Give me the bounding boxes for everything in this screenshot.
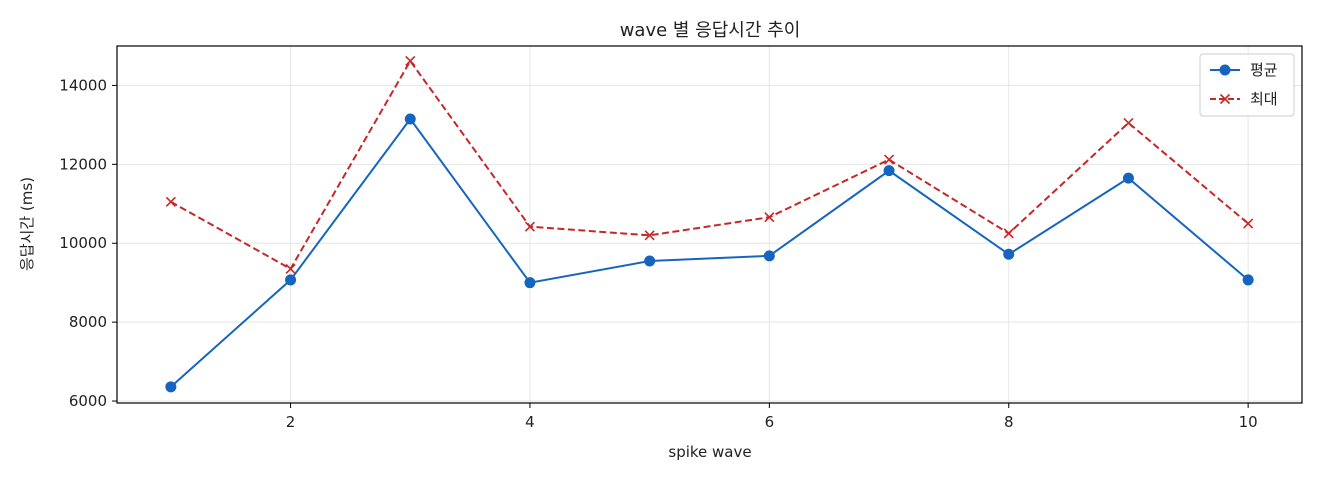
y-tick-label: 6000 bbox=[69, 392, 107, 410]
y-tick-label: 12000 bbox=[59, 155, 107, 173]
y-tick-label: 8000 bbox=[69, 313, 107, 331]
data-point bbox=[1003, 228, 1014, 239]
x-tick-label: 4 bbox=[525, 413, 535, 431]
y-axis-label: 응답시간 (ms) bbox=[18, 177, 36, 271]
series-line bbox=[170, 117, 1249, 388]
legend-label: 최대 bbox=[1250, 90, 1278, 108]
data-point bbox=[405, 55, 416, 67]
legend-box bbox=[1199, 53, 1295, 117]
x-tick-label: 8 bbox=[1004, 413, 1014, 431]
y-tick-label: 10000 bbox=[59, 234, 107, 252]
series-2 bbox=[165, 55, 1254, 274]
series-layer bbox=[165, 55, 1254, 393]
x-tick-label: 6 bbox=[765, 413, 775, 431]
data-point bbox=[1243, 218, 1254, 229]
plot-frame bbox=[116, 45, 1303, 404]
x-axis-label: spike wave bbox=[668, 443, 751, 461]
data-point bbox=[524, 221, 536, 232]
chart-title: wave 별 응답시간 추이 bbox=[620, 20, 801, 41]
data-point bbox=[404, 113, 416, 125]
legend-label: 평균 bbox=[1250, 61, 1278, 79]
ticks: 2 4 6 8 10 6000 8000 10000 12000 14000 bbox=[59, 76, 1257, 431]
data-point bbox=[644, 230, 655, 241]
data-point bbox=[285, 274, 297, 286]
x-tick-label: 2 bbox=[286, 413, 296, 431]
y-tick-label: 14000 bbox=[59, 76, 107, 94]
data-point bbox=[883, 154, 895, 165]
data-point bbox=[285, 263, 296, 274]
data-point bbox=[1003, 248, 1015, 260]
legend-marker bbox=[1219, 93, 1231, 105]
data-point bbox=[524, 277, 536, 289]
data-point bbox=[764, 212, 775, 223]
series-1 bbox=[165, 113, 1254, 393]
grid bbox=[117, 46, 1302, 403]
data-point bbox=[1242, 274, 1254, 286]
data-point bbox=[1123, 117, 1134, 128]
data-point bbox=[165, 381, 177, 393]
data-point bbox=[165, 196, 176, 207]
legend-item: 최대 bbox=[1210, 90, 1278, 108]
data-point bbox=[763, 250, 775, 262]
data-point bbox=[1122, 172, 1134, 184]
x-tick-label: 10 bbox=[1239, 413, 1258, 431]
series-line bbox=[170, 59, 1249, 271]
data-point bbox=[644, 255, 656, 267]
data-point bbox=[883, 165, 895, 177]
legend-item: 평균 bbox=[1210, 61, 1278, 79]
legend-marker bbox=[1219, 64, 1231, 76]
